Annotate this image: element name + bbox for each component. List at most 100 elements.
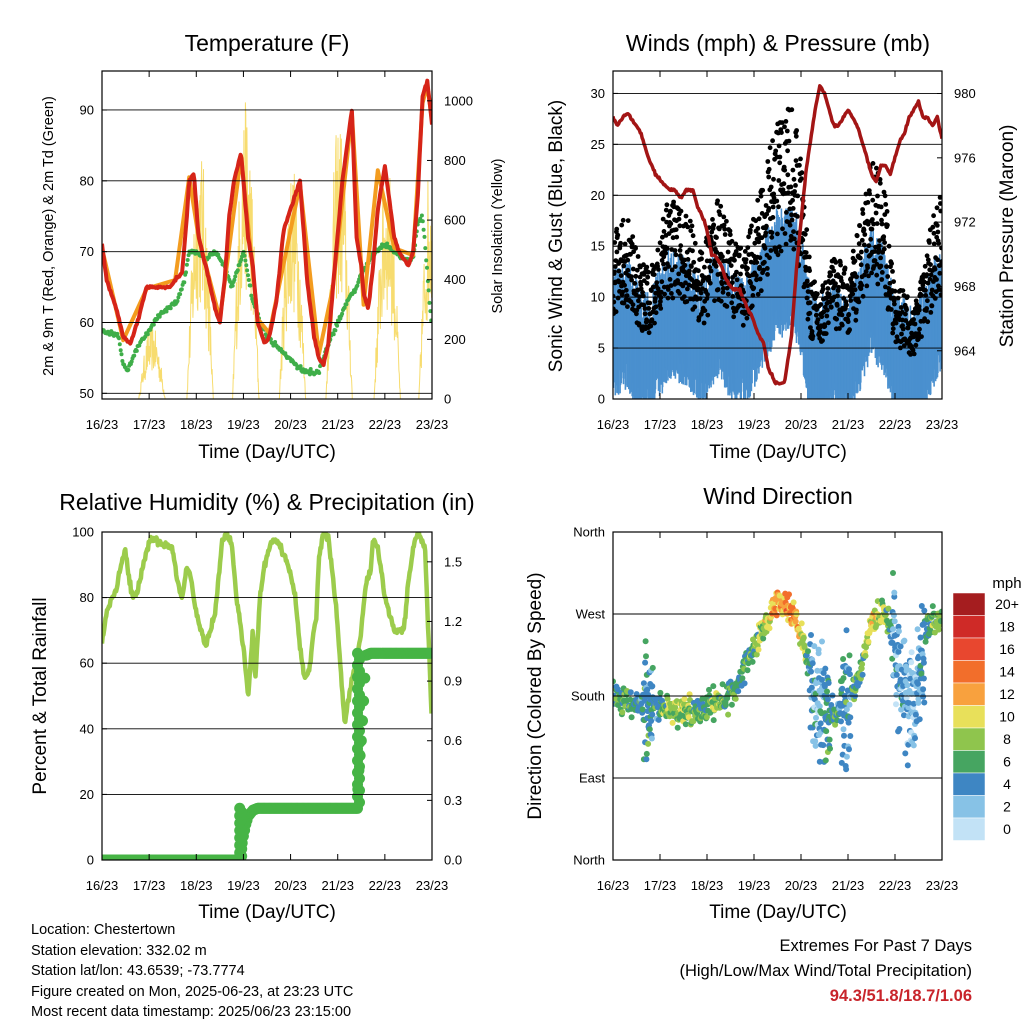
gust-point [936, 241, 942, 246]
gust-point [722, 232, 728, 237]
gust-point [879, 277, 885, 282]
gust-point [640, 290, 645, 295]
gust-point [758, 288, 764, 294]
gust-point [620, 217, 626, 223]
legend-label: 8 [1003, 731, 1011, 747]
gust-point [646, 306, 652, 311]
legend-swatch [952, 750, 986, 774]
gust-point [839, 312, 845, 318]
gust-point [924, 272, 930, 278]
gust-point [629, 277, 634, 283]
gust-point [620, 289, 625, 295]
gust-point [841, 284, 846, 290]
gust-point [685, 257, 691, 262]
temperature-title: Temperature (F) [185, 30, 350, 56]
gust-point [931, 213, 936, 219]
legend-label: 16 [999, 641, 1015, 657]
y2-tick-label: 0.3 [444, 793, 462, 808]
gust-point [690, 248, 695, 254]
direction-point [915, 699, 922, 706]
gust-point [852, 287, 858, 293]
gust-point [744, 315, 750, 321]
x-tick-label: 18/23 [180, 878, 213, 893]
direction-point [664, 696, 671, 702]
gust-point [764, 266, 770, 271]
gust-point [795, 193, 801, 199]
x-tick-label: 17/23 [133, 878, 166, 893]
direction-point [819, 676, 825, 683]
direction-point [744, 667, 751, 674]
direction-point [669, 719, 676, 726]
direction-point [910, 742, 917, 749]
direction-point [646, 726, 653, 733]
gust-point [887, 280, 893, 286]
gust-point [768, 248, 774, 253]
gust-point [788, 184, 794, 190]
gust-point [820, 286, 826, 292]
gust-point [935, 229, 941, 235]
gust-point [770, 138, 775, 144]
gust-point [618, 240, 623, 246]
gust-point [765, 272, 770, 277]
gust-point [637, 294, 642, 299]
gust-point [625, 304, 630, 309]
gust-point [777, 244, 782, 250]
gust-point [737, 302, 743, 308]
y-tick-label: 100 [72, 525, 94, 540]
gust-point [619, 222, 625, 228]
gust-point [733, 241, 739, 247]
gust-point [937, 263, 942, 268]
gust-point [789, 217, 795, 223]
y-tick-label: South [571, 689, 605, 704]
x-tick-label: 23/23 [416, 878, 449, 893]
gust-point [865, 221, 871, 227]
gust-point [613, 309, 619, 315]
dewpoint-point [157, 314, 162, 319]
gust-point [804, 295, 810, 301]
temperature-plot: 50 60 70 80 90 0 200 400 600 800 1000 16/23 17/23 18/… [80, 70, 473, 432]
gust-point [845, 319, 851, 325]
direction-point [817, 720, 824, 727]
gust-point [784, 210, 789, 215]
gust-point [661, 284, 667, 290]
gust-point [819, 314, 825, 320]
gust-point [826, 292, 832, 297]
gust-point [911, 351, 917, 357]
gust-point [766, 206, 772, 211]
direction-point [882, 611, 889, 618]
dewpoint-point [352, 290, 357, 294]
gust-point [667, 277, 673, 282]
gust-point [778, 248, 784, 254]
temperature-panel: Temperature (F) 50 60 70 80 90 0 200 400 600 800 1… [41, 30, 506, 463]
gust-point [895, 295, 901, 301]
direction-point [816, 703, 823, 710]
x-tick-label: 20/23 [274, 417, 307, 432]
gust-point [670, 295, 676, 301]
gust-point [646, 330, 652, 336]
direction-point [642, 659, 649, 666]
dewpoint-point [137, 343, 142, 348]
dewpoint-point [342, 305, 347, 310]
gust-point [846, 312, 852, 317]
x-tick-label: 23/23 [926, 878, 959, 893]
direction-point [820, 742, 827, 749]
temperature-xlabel: Time (Day/UTC) [198, 442, 336, 463]
gust-point [877, 238, 882, 244]
direction-point [753, 651, 760, 658]
direction-point [648, 735, 655, 742]
temp-2m-line [102, 78, 432, 367]
gust-point [799, 170, 805, 176]
direction-point [643, 750, 650, 757]
gust-point [759, 235, 765, 241]
direction-point [938, 608, 942, 615]
dewpoint-point [248, 283, 253, 288]
gust-point [715, 287, 721, 292]
gust-point [665, 287, 671, 292]
gust-point [806, 254, 812, 260]
gust-point [899, 331, 904, 337]
gust-point [935, 257, 940, 263]
dewpoint-point [129, 359, 134, 364]
gust-point [740, 322, 746, 328]
x-tick-label: 20/23 [785, 417, 818, 432]
direction-point [891, 593, 898, 600]
